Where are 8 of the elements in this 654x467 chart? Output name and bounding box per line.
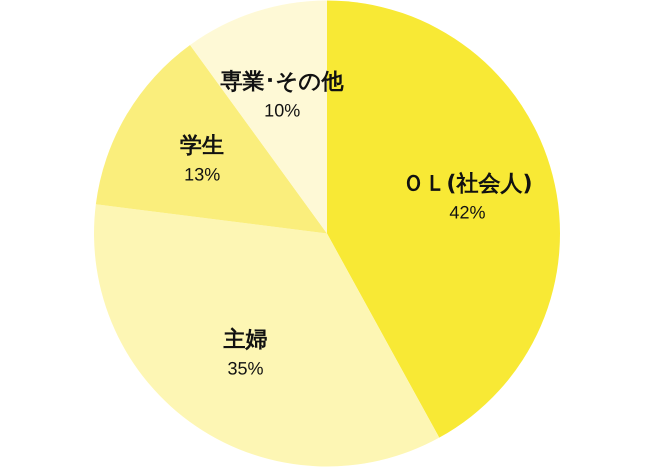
slice-label: ＯＬ(社会人): [402, 171, 532, 196]
data-label: 13%: [184, 164, 220, 185]
data-label: 10%: [264, 100, 300, 121]
slice-label: 学生: [180, 134, 224, 159]
pie-slice: [94, 204, 440, 466]
data-label: 35%: [227, 358, 264, 378]
slice-label: 主婦: [222, 326, 268, 352]
data-label: 42%: [449, 202, 486, 222]
